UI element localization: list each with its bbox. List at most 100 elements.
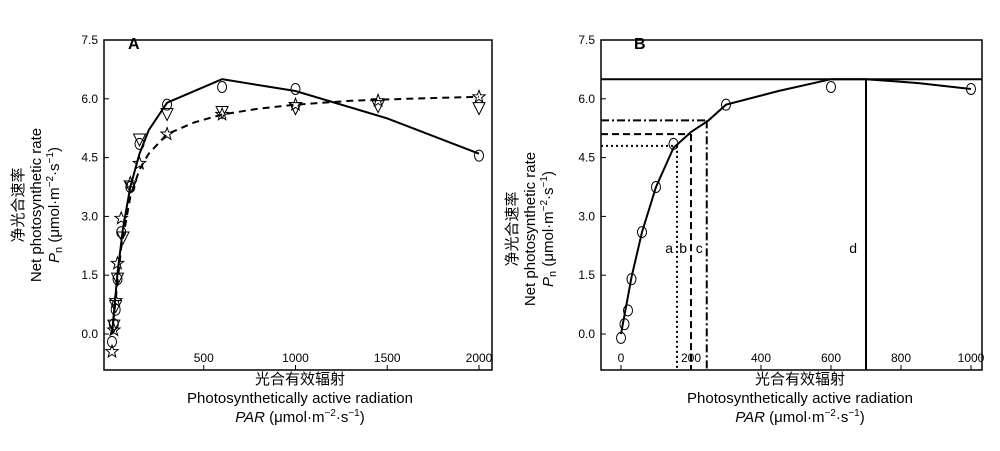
data-point-circle — [616, 331, 626, 344]
x-unit-par: PAR — [235, 409, 265, 426]
ref-label-b: b — [679, 240, 687, 256]
y-tick-label: 3.0 — [578, 209, 595, 223]
data-point-circle — [637, 226, 647, 239]
panel-a-x-label-en: Photosynthetically active radiation — [187, 390, 413, 407]
panel-a-markers — [104, 81, 487, 359]
fit-line — [620, 78, 972, 335]
fit-line-solid — [111, 78, 480, 335]
x-unit-exp1: −2 — [324, 408, 336, 419]
x-unit-exp2: −1 — [348, 408, 360, 419]
y-unit-end: ) — [46, 147, 63, 152]
data-point-star — [104, 343, 120, 359]
x-tick-label: 600 — [821, 351, 841, 365]
panel-a-y-axis-title: 净光合速率 Net photosynthetic rate Pn (μmol·m… — [10, 128, 65, 282]
y-tick-label: 4.5 — [81, 151, 98, 165]
y-unit-rest: (μmol·m — [46, 187, 63, 246]
data-point-circle — [217, 81, 228, 94]
data-point-circle — [721, 98, 731, 111]
data-point-circle — [474, 149, 484, 162]
y-tick-label: 4.5 — [578, 151, 595, 165]
panel-a-y-ticks: 0.0 1.5 3.0 4.5 6.0 7.5 — [81, 33, 109, 341]
x-unit-par: PAR — [735, 409, 765, 426]
data-point-star — [106, 322, 122, 337]
y-tick-label: 0.0 — [578, 327, 595, 341]
x-tick-label: 400 — [751, 351, 771, 365]
data-point-star — [122, 175, 138, 190]
data-point-triangle-down — [116, 231, 130, 246]
data-point-star — [113, 210, 129, 225]
data-point-star — [108, 292, 124, 308]
panel-b-x-ticks: 0 200 400 600 800 1000 — [618, 351, 985, 370]
panel-a-y-unit: Pn (μmol·m−2·s−1) — [45, 147, 65, 263]
data-point-circle — [966, 83, 976, 95]
panel-a-y-label-en: Net photosynthetic rate — [28, 128, 45, 282]
y-unit-mid: ·s — [46, 163, 63, 176]
data-point-triangle-down — [472, 102, 486, 116]
data-point-circle — [162, 98, 173, 111]
panel-b-y-axis-title: 净光合速率 Net photosynthetic rate Pn (μmol·m… — [504, 152, 559, 306]
x-tick-label: 1500 — [374, 351, 401, 365]
ref-label-d: d — [849, 240, 857, 256]
x-unit-rest: (μmol·m — [265, 409, 324, 426]
x-unit-end: ) — [860, 409, 865, 426]
data-point-star — [109, 255, 126, 270]
y-tick-label: 7.5 — [578, 33, 595, 47]
x-unit-exp2: −1 — [848, 408, 860, 419]
x-unit-mid: ·s — [336, 409, 349, 426]
data-point-triangle-down — [107, 319, 121, 334]
y-tick-label: 6.0 — [578, 92, 595, 106]
ref-label-c: c — [696, 240, 703, 256]
data-point-circle — [134, 137, 145, 150]
data-point-star — [287, 96, 304, 112]
panel-a-x-unit: PAR (μmol·m−2·s−1) — [235, 408, 365, 426]
panel-b-y-label-cn: 净光合速率 — [504, 191, 521, 266]
ref-label-a: a — [665, 240, 673, 256]
y-unit-sub: n — [53, 247, 65, 253]
y-tick-label: 3.0 — [81, 209, 98, 223]
y-unit-rest: (μmol·m — [540, 211, 557, 270]
y-unit-exp2: −1 — [539, 176, 550, 188]
data-point-star — [214, 106, 230, 121]
panel-a: A 0.0 1.5 3.0 4.5 6.0 7.5 500 1000 1500 2000 净光合… — [10, 33, 493, 426]
panel-a-label: A — [128, 36, 140, 53]
y-unit-exp1: −2 — [45, 176, 56, 188]
panel-a-x-label-cn: 光合有效辐射 — [255, 371, 345, 388]
y-tick-label: 0.0 — [81, 327, 98, 341]
panel-b-label: B — [634, 36, 646, 53]
panel-a-frame — [103, 39, 493, 371]
x-tick-label: 1000 — [958, 351, 985, 365]
data-point-star — [471, 88, 487, 104]
x-unit-mid: ·s — [836, 409, 849, 426]
y-tick-label: 6.0 — [81, 92, 98, 106]
panel-b-y-label-en: Net photosynthetic rate — [522, 152, 539, 306]
fit-line-dashed — [111, 95, 480, 335]
y-unit-exp2: −1 — [45, 152, 56, 164]
x-tick-label: 800 — [891, 351, 911, 365]
y-tick-label: 1.5 — [81, 268, 98, 282]
data-point-triangle-down — [108, 300, 123, 314]
data-point-circle — [290, 83, 301, 95]
data-point-circle — [110, 303, 121, 316]
panel-b-y-ticks: 0.0 1.5 3.0 4.5 6.0 7.5 — [578, 33, 606, 341]
data-point-triangle-down — [160, 107, 174, 122]
data-point-star — [131, 155, 148, 170]
panel-a-y-label-cn: 净光合速率 — [10, 167, 27, 242]
y-unit-end: ) — [540, 171, 557, 176]
panel-b-y-unit: Pn (μmol·m−2·s−1) — [539, 171, 559, 287]
y-tick-label: 1.5 — [578, 268, 595, 282]
y-unit-mid: ·s — [540, 187, 557, 200]
data-point-circle — [626, 273, 637, 286]
data-point-circle — [623, 304, 633, 317]
data-point-star — [159, 126, 175, 141]
x-tick-label: 2000 — [466, 351, 493, 365]
y-unit-p: P — [46, 253, 63, 263]
panel-b-x-label-cn: 光合有效辐射 — [755, 371, 845, 388]
x-unit-exp1: −2 — [824, 408, 836, 419]
panel-b-curves — [620, 78, 972, 335]
y-unit-p: P — [540, 277, 557, 287]
panel-a-x-ticks: 500 1000 1500 2000 — [194, 351, 493, 370]
data-point-triangle-down — [110, 272, 125, 287]
x-tick-label: 0 — [618, 351, 625, 365]
